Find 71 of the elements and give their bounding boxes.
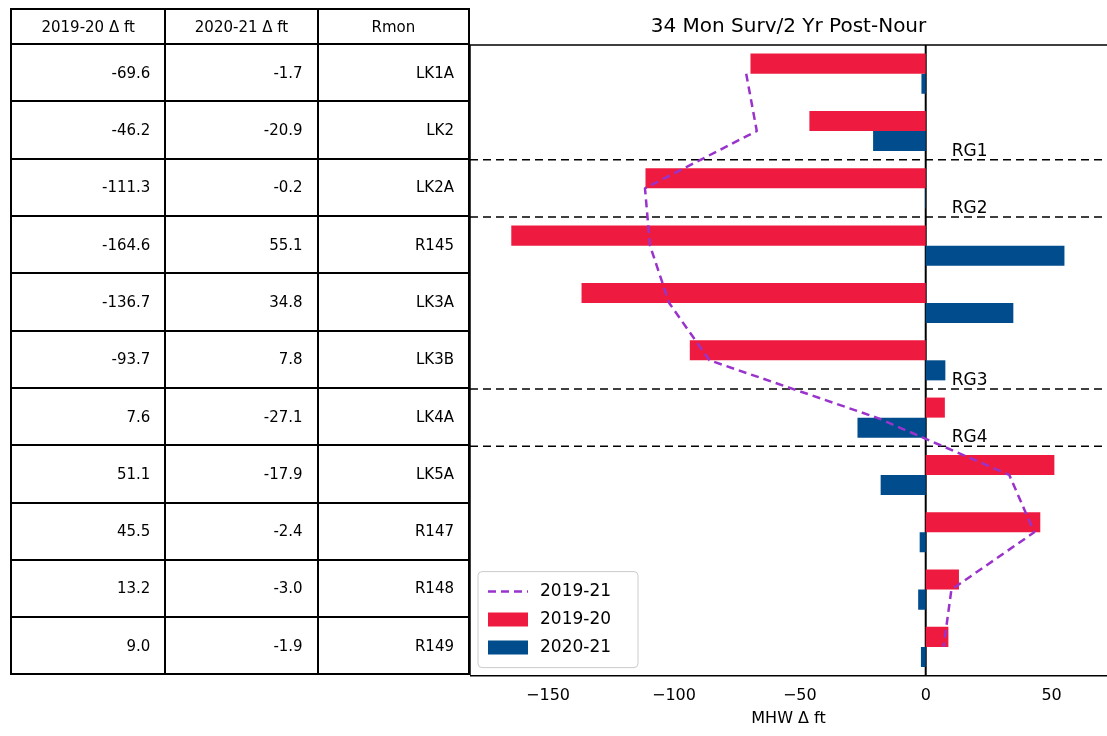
y-tick-label: R149 — [318, 618, 470, 676]
data-label: -1.9 — [166, 618, 319, 676]
bar — [925, 302, 1014, 324]
data-label: -93.7 — [12, 331, 167, 389]
annotation: RG4 — [951, 426, 988, 447]
bar — [925, 569, 959, 590]
x-tick-label: −50 — [782, 685, 817, 705]
text: 2019-20 Δ ft — [12, 10, 167, 45]
legend-label: 2019-21 — [540, 580, 612, 601]
annotation: RG2 — [951, 196, 988, 217]
data-label: -27.1 — [166, 388, 319, 447]
bar — [920, 646, 926, 667]
bar — [511, 225, 926, 246]
annotation: RG3 — [951, 368, 988, 389]
data-label: -136.7 — [12, 274, 167, 332]
bar — [925, 626, 949, 647]
y-tick-label: LK2 — [318, 102, 470, 160]
y-tick-label: R148 — [318, 560, 470, 619]
x-tick-label: −150 — [526, 685, 571, 705]
bar — [925, 454, 1055, 475]
data-label: -69.6 — [12, 45, 167, 103]
y-tick-label: LK5A — [318, 446, 470, 504]
x-axis-title: MHW Δ ft — [751, 707, 826, 727]
data-label: -0.2 — [166, 159, 319, 217]
data-label: 7.8 — [166, 331, 319, 389]
data-label: -164.6 — [12, 216, 167, 275]
data-label: -17.9 — [166, 446, 319, 504]
bar — [645, 168, 926, 189]
data-label: -3.0 — [166, 560, 319, 619]
bar — [689, 340, 926, 361]
data-label: 7.6 — [12, 388, 167, 447]
legend-label: 2020-21 — [540, 636, 612, 657]
y-tick-label: LK3A — [318, 274, 470, 332]
data-label: -1.7 — [166, 45, 319, 103]
data-label: -111.3 — [12, 159, 167, 217]
bar — [918, 589, 926, 610]
bar — [581, 282, 926, 303]
x-tick-label: 50 — [1041, 685, 1062, 705]
bar — [921, 73, 926, 94]
x-tick-label: 0 — [920, 685, 931, 705]
data-label: 55.1 — [166, 216, 319, 275]
bar — [919, 532, 926, 553]
annotation: RG1 — [951, 139, 988, 160]
bar — [857, 417, 926, 438]
data-label: 45.5 — [12, 503, 167, 561]
bar — [925, 360, 946, 381]
data-label: -20.9 — [166, 102, 319, 160]
bar — [809, 110, 926, 131]
data-label: 13.2 — [12, 560, 167, 619]
data-label: -46.2 — [12, 102, 167, 160]
bar — [750, 53, 926, 74]
bar — [925, 245, 1065, 266]
data-label: 9.0 — [12, 618, 167, 676]
text: Rmon — [318, 10, 470, 45]
text: 2020-21 Δ ft — [166, 10, 319, 45]
legend-label: 2019-20 — [540, 608, 612, 629]
y-tick-label: LK1A — [318, 45, 470, 103]
data-label: 34.8 — [166, 274, 319, 332]
bar — [880, 474, 926, 496]
x-tick-label: −100 — [651, 685, 696, 705]
y-tick-label: R145 — [318, 216, 470, 275]
bar — [925, 512, 1041, 533]
bar — [873, 130, 926, 152]
bar — [925, 397, 945, 418]
y-tick-label: R147 — [318, 503, 470, 561]
data-label: -2.4 — [166, 503, 319, 561]
y-tick-label: LK3B — [318, 331, 470, 389]
y-tick-label: LK2A — [318, 159, 470, 217]
y-tick-label: LK4A — [318, 388, 470, 447]
data-label: 51.1 — [12, 446, 167, 504]
chart-title: 34 Mon Surv/2 Yr Post-Nour — [650, 13, 928, 38]
